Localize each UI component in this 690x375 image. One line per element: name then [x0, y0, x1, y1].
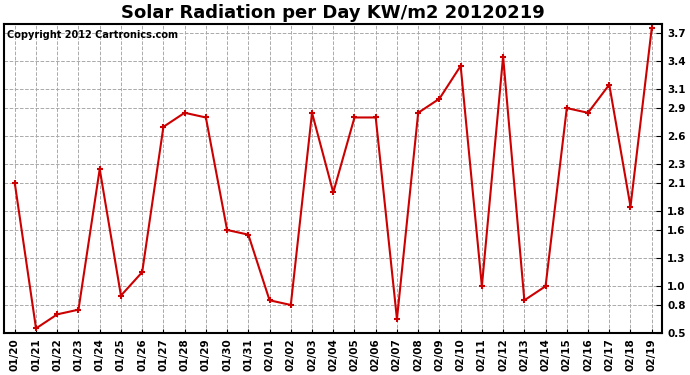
Title: Solar Radiation per Day KW/m2 20120219: Solar Radiation per Day KW/m2 20120219 [121, 4, 545, 22]
Text: Copyright 2012 Cartronics.com: Copyright 2012 Cartronics.com [8, 30, 179, 40]
